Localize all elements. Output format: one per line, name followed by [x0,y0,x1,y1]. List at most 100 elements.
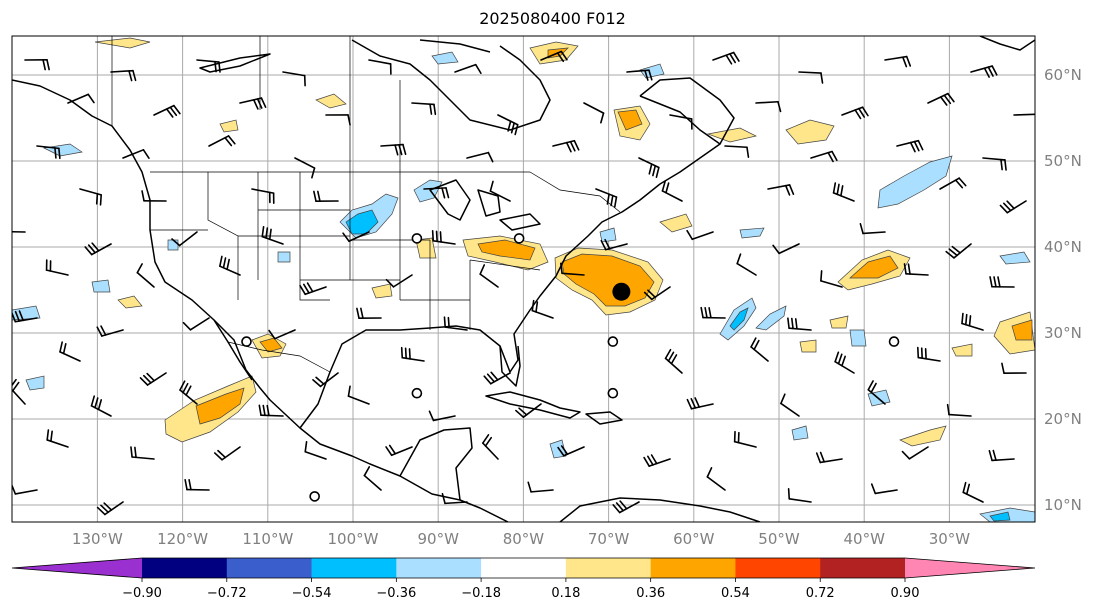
latitude-label: 20°N [1044,410,1082,428]
colorbar-tick-label: 0.72 [806,586,835,601]
wind-barb [299,282,327,296]
wind-barb [841,106,869,120]
colorbar-segment [820,558,906,578]
wind-barb [423,187,450,199]
map-symbols [241,233,900,502]
wind-barb [239,97,267,110]
wind-barb [767,184,795,196]
wind-barb [595,188,618,208]
wind-barb [1013,113,1035,116]
wind-barb [466,151,494,163]
wind-barb [96,501,124,516]
wind-barb [400,346,425,362]
wind-barb [12,378,26,405]
colorbar-extend-min [12,558,142,578]
wind-barb [870,483,898,495]
colorbar-segment [142,558,228,578]
calm-circle [411,233,423,244]
wind-barb [834,351,855,374]
latitude-label: 10°N [1044,496,1082,514]
contour-fill-negative [12,51,1035,522]
wind-barb [196,59,221,73]
wind-barb [901,446,929,460]
wind-barb [815,451,843,464]
wind-barb [454,63,482,75]
longitude-label: 90°W [417,530,459,548]
wind-barb [428,410,456,422]
wind-barb [669,114,693,130]
colorbar-tick-label: 0.36 [636,586,665,601]
wind-barb [368,59,392,75]
wind-barb [557,445,585,457]
latitude-label: 50°N [1044,152,1082,170]
wind-barb [939,177,967,190]
wind-barb [832,182,855,202]
wind-barb [798,71,824,84]
wind-barb [706,467,726,491]
latitude-labels: 60°N 50°N 40°N 30°N 20°N 10°N [1044,66,1082,514]
wind-barb [139,372,167,386]
storm-center-marker [612,282,631,301]
wind-barb [342,231,370,243]
wind-barb [110,69,137,82]
wind-barb [84,242,112,256]
colorbar-tick-label: −0.72 [207,586,247,601]
wind-barb [489,180,511,202]
wind-barb [96,325,124,337]
wind-barb [208,135,236,147]
wind-barb [363,466,382,491]
wind-barb [600,238,628,251]
wind-barb [780,393,800,417]
wind-barb [24,58,50,71]
wind-barb [431,230,456,245]
wind-barb [750,337,769,362]
calm-circle [411,387,423,399]
wind-barb [1001,362,1027,374]
wind-barb [988,449,1015,462]
longitude-label: 70°W [588,530,630,548]
wind-barbs [12,50,1035,516]
colorbar-segment [735,558,821,578]
wind-barb [325,114,351,126]
longitude-label: 130°W [72,530,123,548]
calm-circle [607,336,619,347]
wind-barb [946,403,972,417]
wind-barb [304,441,327,460]
wind-barb [36,145,61,160]
latitude-label: 40°N [1044,238,1082,256]
colorbar-tick-label: −0.36 [376,586,416,601]
calm-circle [513,233,525,244]
wind-barb [258,404,284,417]
colorbar-tick-label: 0.18 [551,586,580,601]
longitude-label: 30°W [929,530,971,548]
wind-barb [282,71,306,87]
wind-barb [411,102,437,116]
wind-barb [859,222,886,235]
wind-barb [686,397,714,410]
colorbar-segment [311,558,397,578]
wind-barb [515,403,542,418]
wind-barb [999,200,1027,214]
latitude-label: 30°N [1044,324,1082,342]
wind-barb [12,230,26,233]
colorbar-tick-label: −0.18 [461,586,501,601]
wind-barb [540,50,568,63]
wind-barb [903,263,929,276]
wind-barb [184,478,210,491]
wind-barb [251,188,275,204]
wind-barb [962,481,984,503]
calm-circle [888,336,900,347]
colorbar-segment [481,558,567,578]
wind-barb [724,145,750,158]
wind-barb [686,229,714,241]
longitude-label: 80°W [503,530,545,548]
wind-barb [261,225,284,245]
contour-fill-positive [94,37,1035,447]
wind-barb [982,157,1007,171]
wind-barb [312,372,339,388]
wind-barb [945,243,972,259]
map-title: 2025080400 F012 [479,9,626,28]
wind-barb [810,150,838,163]
wind-barb [441,492,468,505]
longitude-labels: 130°W 120°W 110°W 100°W 90°W 80°W 70°W 60°W 50°W… [72,530,970,548]
